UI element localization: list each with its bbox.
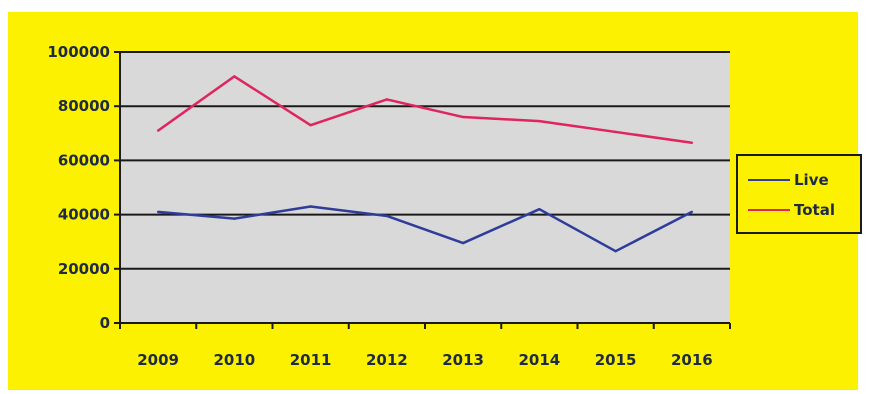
data-point-live-2012 (385, 214, 389, 218)
x-tick-label-2013: 2013 (442, 351, 484, 369)
legend-label-total: Total (794, 201, 835, 219)
legend-swatch-total (748, 209, 790, 211)
data-point-total-2009 (156, 129, 160, 132)
x-tick-label-2010: 2010 (214, 351, 256, 369)
series-line-live (158, 205, 693, 253)
data-point-live-2013 (461, 241, 465, 245)
data-point-total-2010 (233, 75, 236, 78)
y-tick-label-80000: 80000 (58, 97, 110, 115)
data-point-total-2012 (385, 98, 389, 101)
y-tick-label-20000: 20000 (58, 260, 110, 278)
line-chart: 0 20000 40000 60000 80000 100000 2009 2010 2011… (47, 43, 731, 369)
data-point-live-2016 (690, 210, 694, 214)
axes (114, 52, 730, 324)
legend-swatch-live (748, 179, 790, 181)
data-point-live-2010 (233, 217, 236, 220)
legend: Live Total (736, 154, 862, 234)
data-point-total-2015 (614, 130, 617, 134)
x-tick-label-2012: 2012 (366, 351, 408, 369)
y-tick-label-40000: 40000 (58, 206, 110, 224)
chart-frame: 0 20000 40000 60000 80000 100000 2009 2010 2011… (8, 12, 862, 390)
y-tick-label-0: 0 (100, 314, 110, 332)
data-point-live-2009 (156, 210, 160, 214)
series-lines (156, 75, 694, 253)
legend-label-live: Live (794, 171, 829, 189)
data-point-total-2014 (538, 119, 541, 123)
legend-entry-total: Total (748, 200, 835, 220)
x-tick-label-2014: 2014 (519, 351, 561, 369)
x-tick-label-2016: 2016 (671, 351, 713, 369)
x-axis-ticks: 2009 2010 2011 2012 2013 2014 2015 2016 (119, 323, 731, 369)
data-point-total-2013 (461, 115, 465, 119)
x-tick-label-2015: 2015 (595, 351, 637, 369)
series-line-total (157, 75, 693, 145)
y-tick-label-60000: 60000 (58, 151, 110, 169)
plot-area (120, 52, 730, 323)
gridlines (120, 51, 730, 270)
data-point-total-2016 (690, 141, 694, 144)
y-tick-label-100000: 100000 (47, 43, 110, 61)
data-point-live-2011 (309, 205, 312, 208)
data-point-live-2014 (538, 207, 541, 211)
data-point-live-2015 (614, 249, 617, 253)
x-tick-label-2009: 2009 (137, 351, 179, 369)
legend-entry-live: Live (748, 170, 829, 190)
x-tick-label-2011: 2011 (290, 351, 332, 369)
data-point-total-2011 (309, 123, 312, 127)
y-axis-ticks: 0 20000 40000 60000 80000 100000 (47, 43, 120, 332)
